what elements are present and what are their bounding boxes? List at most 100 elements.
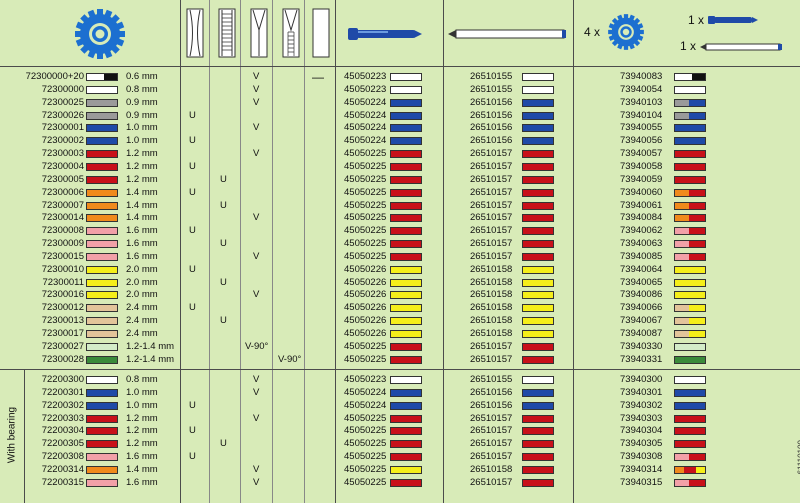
liner-swatch [522,265,554,274]
inlet-guide-swatch [390,98,422,107]
color-swatch [86,150,118,159]
inlet-guide-swatch [390,440,422,449]
set-swatch [674,265,706,274]
profile-v-knurled-mark: V-90° [278,353,302,365]
set-swatch [674,401,706,410]
color-swatch [86,317,118,326]
profile-v-mark: V [253,289,260,301]
part-number: 72300010 [41,263,84,275]
part-number: 72300015 [41,250,84,262]
liner-swatch [522,252,554,261]
wire-size: 1.2-1.4 mm [126,340,175,352]
liner-swatch [522,478,554,487]
liner-part: 26510157 [470,340,513,352]
inlet-guide-part: 45050225 [344,173,387,185]
wire-size: 1.4 mm [126,199,158,211]
document-code: 61110100 [796,440,800,475]
wire-size: 1.4 mm [126,186,158,198]
inlet-guide-part: 45050225 [344,238,387,250]
inlet-guide-part: 45050225 [344,199,387,211]
inlet-guide-swatch [390,175,422,184]
liner-swatch [522,188,554,197]
sprocket-gear-icon [75,9,125,59]
wire-size: 1.0 mm [126,135,158,147]
part-number: 72300005 [41,173,84,185]
liner-part: 26510155 [470,83,513,95]
part-number: 72300007 [41,199,84,211]
liner-part: 26510158 [470,302,513,314]
liner-part: 26510156 [470,122,513,134]
roller-v-groove-icon [250,8,268,58]
profile-v-mark: V [253,212,260,224]
set-swatch [674,227,706,236]
set-part: 73940086 [620,289,663,301]
liner-part: 26510155 [470,71,513,82]
liner-swatch [522,201,554,210]
color-swatch [86,478,118,487]
liner-tube-icon [448,29,566,39]
set-swatch [674,73,706,81]
color-swatch [86,427,118,436]
set-part: 73940054 [620,83,663,95]
liner-swatch [522,162,554,171]
wire-size: 0.9 mm [126,96,158,108]
inlet-guide-part: 45050223 [344,71,387,82]
liner-part: 26510157 [470,160,513,172]
liner-swatch [522,401,554,410]
set-part: 73940058 [620,160,663,172]
profile-v-mark: V [253,250,260,262]
liner-swatch [522,388,554,397]
liner-part: 26510156 [470,135,513,147]
part-number: 72300000 [41,83,84,95]
color-swatch [86,137,118,146]
set-part: 73940063 [620,238,663,250]
wire-size: 1.6 mm [126,250,158,262]
set-swatch [674,240,706,249]
profile-u-mark: U [189,399,196,411]
liner-swatch [522,240,554,249]
set-swatch [674,478,706,487]
part-number: 72200301 [41,386,84,398]
profile-v-mark: V [253,463,260,475]
part-number: 72300004 [41,160,84,172]
color-swatch [86,240,118,249]
liner-part: 26510157 [470,148,513,160]
profile-v-mark: V-90° [245,340,269,352]
liner-swatch [522,304,554,313]
liner-part: 26510158 [470,463,513,475]
wire-size: 1.2 mm [126,412,158,424]
wire-size: 1.4 mm [126,212,158,224]
inlet-guide-part: 45050225 [344,476,387,488]
color-swatch [86,214,118,223]
inlet-guide-part: 45050225 [344,225,387,237]
liner-part: 26510157 [470,412,513,424]
set-swatch [674,355,706,364]
liner-swatch [522,453,554,462]
wire-size: 2.4 mm [126,315,158,327]
color-swatch [86,73,118,81]
set-swatch [674,278,706,287]
set-part: 73940330 [620,340,663,352]
profile-v-mark: V [253,412,260,424]
roller-plain-icon [186,8,204,58]
liner-part: 26510156 [470,399,513,411]
profile-v-mark: V [253,71,260,82]
profile-u-mark: U [189,135,196,147]
wire-size: 1.0 mm [126,122,158,134]
liner-swatch [522,278,554,287]
liner-part: 26510157 [470,212,513,224]
inlet-guide-part: 45050224 [344,122,387,134]
color-swatch [86,111,118,120]
liner-swatch [522,376,554,384]
wire-size: 1.6 mm [126,238,158,250]
liner-swatch [522,227,554,236]
inlet-guide-part: 45050225 [344,340,387,352]
inlet-guide-swatch [390,478,422,487]
liner-swatch [522,414,554,423]
set-part: 73940314 [620,463,663,475]
liner-part: 26510158 [470,328,513,339]
set-part: 73940066 [620,302,663,314]
liner-part: 26510157 [470,438,513,450]
inlet-guide-swatch [390,188,422,197]
